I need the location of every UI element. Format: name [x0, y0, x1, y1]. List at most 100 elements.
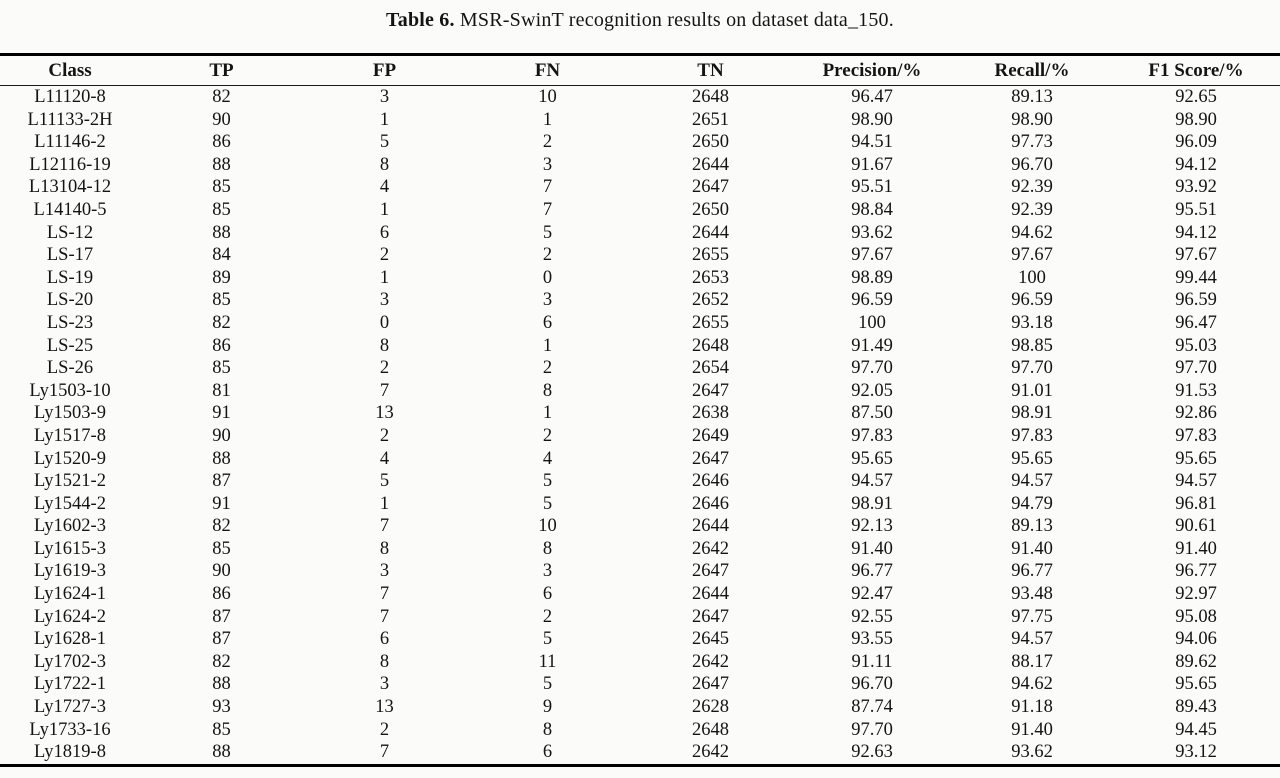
table-cell: 95.08 — [1175, 606, 1217, 627]
table-cell: 8 — [379, 538, 390, 559]
table-cell: L13104-12 — [28, 177, 112, 198]
table-cell: 8 — [379, 154, 390, 175]
table-cell: 91.40 — [851, 538, 893, 559]
table-cell: 93 — [212, 697, 231, 718]
table-cell: 90 — [212, 109, 231, 130]
table-row: Ly1702-3 82 8 11 2642 91.11 88.17 89.62 — [0, 651, 1280, 674]
table-cell: 10 — [538, 516, 557, 537]
table-row: LS-20 85 3 3 2652 96.59 96.59 96.59 — [0, 289, 1280, 312]
table-cell: 91.18 — [1011, 697, 1053, 718]
table-cell: 96.09 — [1175, 132, 1217, 153]
table-cell: 85 — [212, 719, 231, 740]
table-row: Ly1615-3 85 8 8 2642 91.40 91.40 91.40 — [0, 538, 1280, 561]
table-cell: 94.57 — [851, 471, 893, 492]
table-cell: 96.70 — [851, 674, 893, 695]
table-cell: 96.77 — [851, 561, 893, 582]
table-cell: 5 — [542, 674, 553, 695]
table-cell: 5 — [542, 222, 553, 243]
table-cell: 97.67 — [1011, 245, 1053, 266]
table-cell: LS-26 — [46, 358, 94, 379]
table-cell: 2648 — [692, 87, 729, 107]
table-cell: 0 — [542, 267, 553, 288]
table-cell: 1 — [379, 267, 390, 288]
table-cell: 2644 — [692, 154, 729, 175]
table-cell: 92.47 — [851, 584, 893, 605]
table-row: L13104-12 85 4 7 2647 95.51 92.39 93.92 — [0, 176, 1280, 199]
table-cell: 2653 — [692, 267, 729, 288]
table-cell: 94.12 — [1175, 154, 1217, 175]
table-cell: L11133-2H — [27, 109, 113, 130]
table-cell: 5 — [379, 132, 390, 153]
table-cell: 2646 — [692, 493, 729, 514]
column-header: F1 Score/% — [1112, 54, 1280, 86]
table-cell: 2 — [542, 606, 553, 627]
table-row: Ly1517-8 90 2 2 2649 97.83 97.83 97.83 — [0, 425, 1280, 448]
table-cell: 96.70 — [1011, 154, 1053, 175]
table-cell: 1 — [542, 335, 553, 356]
table-cell: Ly1521-2 — [34, 471, 106, 492]
table-cell: 2647 — [692, 674, 729, 695]
table-cell: 2 — [379, 245, 390, 266]
table-cell: LS-23 — [46, 312, 94, 333]
table-cell: 81 — [212, 380, 231, 401]
table-cell: 10 — [538, 87, 557, 107]
table-cell: 89 — [212, 267, 231, 288]
table-caption: Table 6. MSR-SwinT recognition results o… — [0, 0, 1280, 53]
table-cell: 94.79 — [1011, 493, 1053, 514]
table-cell: 98.89 — [851, 267, 893, 288]
table-cell: 2644 — [692, 222, 729, 243]
table-cell: Ly1628-1 — [34, 629, 106, 650]
table-cell: 3 — [542, 154, 553, 175]
table-cell: 95.65 — [851, 448, 893, 469]
table-row: Ly1628-1 87 6 5 2645 93.55 94.57 94.06 — [0, 628, 1280, 651]
table-cell: 93.48 — [1011, 584, 1053, 605]
table-cell: 94.12 — [1175, 222, 1217, 243]
table-cell: 0 — [379, 312, 390, 333]
table-cell: 92.55 — [851, 606, 893, 627]
table-cell: 95.65 — [1175, 448, 1217, 469]
table-cell: 1 — [379, 493, 390, 514]
table-row: LS-12 88 6 5 2644 93.62 94.62 94.12 — [0, 222, 1280, 245]
table-cell: 2 — [542, 425, 553, 446]
table-cell: 2642 — [692, 651, 729, 672]
table-cell: 91.01 — [1011, 380, 1053, 401]
table-cell: 91.40 — [1011, 538, 1053, 559]
table-cell: 89.13 — [1011, 516, 1053, 537]
table-cell: 3 — [542, 561, 553, 582]
table-cell: 93.55 — [851, 629, 893, 650]
table-cell: 95.03 — [1175, 335, 1217, 356]
table-cell: 96.59 — [851, 290, 893, 311]
table-cell: Ly1544-2 — [34, 493, 106, 514]
table-cell: 88 — [212, 742, 231, 763]
table-cell: LS-20 — [46, 290, 94, 311]
table-cell: 2654 — [692, 358, 729, 379]
table-cell: 97.67 — [851, 245, 893, 266]
table-cell: 91.67 — [851, 154, 893, 175]
table-cell: 99.44 — [1175, 267, 1217, 288]
table-cell: 95.65 — [1011, 448, 1053, 469]
table-cell: 5 — [542, 471, 553, 492]
table-cell: 6 — [379, 222, 390, 243]
table-cell: 94.06 — [1175, 629, 1217, 650]
table-cell: 90 — [212, 425, 231, 446]
table-cell: 91.40 — [1175, 538, 1217, 559]
table-cell: 97.83 — [1011, 425, 1053, 446]
table-cell: 90 — [212, 561, 231, 582]
table-cell: Ly1733-16 — [29, 719, 111, 740]
table-cell: 2642 — [692, 538, 729, 559]
table-cell: 96.77 — [1011, 561, 1053, 582]
table-cell: 96.47 — [1175, 312, 1217, 333]
table-cell: 2 — [379, 358, 390, 379]
table-cell: 2644 — [692, 516, 729, 537]
table-cell: 87 — [212, 606, 231, 627]
table-cell: Ly1619-3 — [34, 561, 106, 582]
table-cell: 93.62 — [1011, 742, 1053, 763]
table-cell: 94.62 — [1011, 674, 1053, 695]
table-row: Ly1503-10 81 7 8 2647 92.05 91.01 91.53 — [0, 380, 1280, 403]
table-cell: 85 — [212, 290, 231, 311]
table-cell: 2648 — [692, 335, 729, 356]
table-cell: 89.62 — [1175, 651, 1217, 672]
table-cell: 93.92 — [1175, 177, 1217, 198]
table-cell: 82 — [212, 87, 231, 107]
table-cell: 84 — [212, 245, 231, 266]
